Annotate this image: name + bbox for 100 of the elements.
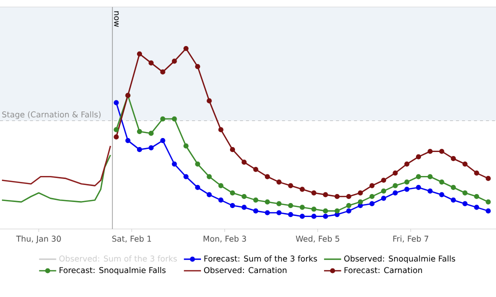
- point: [206, 174, 212, 180]
- point: [264, 174, 270, 180]
- point: [474, 194, 480, 200]
- point: [230, 190, 236, 196]
- point: [183, 46, 189, 52]
- point: [242, 160, 247, 165]
- legend-label: Forecast: Sum of the 3 forks: [204, 255, 318, 262]
- point: [486, 176, 491, 181]
- point: [218, 198, 224, 203]
- legend-label: Forecast: Carnation: [344, 266, 422, 274]
- x-tick-label: Thu, Jan 30: [16, 236, 61, 244]
- point: [172, 161, 177, 167]
- point: [439, 192, 444, 198]
- point: [206, 192, 212, 198]
- point: [218, 183, 224, 188]
- point: [160, 116, 166, 122]
- point: [242, 204, 247, 210]
- point: [428, 174, 433, 180]
- point: [183, 174, 189, 180]
- point: [218, 127, 224, 132]
- point: [392, 170, 398, 176]
- point: [242, 194, 247, 200]
- point: [114, 100, 119, 106]
- point: [230, 202, 236, 208]
- point: [160, 69, 166, 75]
- point: [346, 194, 352, 200]
- point: [322, 208, 328, 214]
- point: [276, 210, 282, 216]
- point: [334, 194, 340, 200]
- point: [450, 184, 456, 190]
- point: [114, 127, 119, 132]
- point: [206, 98, 212, 104]
- point: [276, 201, 282, 206]
- point: [148, 130, 154, 136]
- point: [358, 190, 363, 196]
- point: [474, 204, 480, 210]
- point: [148, 145, 154, 150]
- x-tick-label: Sat, Feb 1: [112, 236, 152, 243]
- point: [300, 186, 305, 192]
- point: [172, 58, 177, 64]
- point: [392, 183, 398, 188]
- point: [136, 128, 142, 134]
- point: [172, 116, 177, 122]
- point: [322, 192, 328, 198]
- point: [404, 161, 410, 167]
- point: [369, 201, 375, 206]
- point: [288, 202, 294, 208]
- legend-label: Observed: Carnation: [204, 266, 286, 274]
- point: [322, 214, 328, 219]
- point: [264, 199, 270, 204]
- point: [439, 148, 444, 154]
- point: [462, 201, 468, 206]
- point: [381, 196, 386, 201]
- point: [125, 138, 130, 144]
- point: [195, 184, 200, 190]
- point: [450, 198, 456, 203]
- legend-label: Observed: Snoqualmie Falls: [344, 255, 456, 264]
- point: [230, 147, 236, 152]
- point: [253, 208, 258, 214]
- point: [486, 208, 491, 214]
- point: [416, 174, 422, 180]
- point: [369, 183, 375, 188]
- point: [183, 143, 189, 149]
- point: [300, 204, 305, 210]
- point: [311, 190, 316, 196]
- point: [288, 183, 294, 188]
- point: [288, 212, 294, 218]
- point: [428, 188, 433, 194]
- point: [486, 199, 491, 204]
- x-tick-label: Fri, Feb 7: [393, 236, 428, 243]
- point: [428, 148, 433, 154]
- point: [381, 188, 386, 194]
- point: [311, 214, 316, 219]
- point: [148, 60, 154, 66]
- point: [416, 154, 422, 160]
- x-tick-label: Mon, Feb 3: [204, 236, 246, 243]
- point: [311, 206, 316, 212]
- ref-line-label: now: [114, 11, 119, 27]
- point: [276, 180, 282, 185]
- point: [474, 170, 480, 176]
- x-tick-label: Wed, Feb 5: [296, 236, 340, 243]
- point: [253, 198, 258, 203]
- point: [334, 208, 340, 214]
- point: [114, 134, 119, 140]
- point: [253, 166, 258, 172]
- point: [358, 199, 363, 204]
- point: [439, 180, 444, 185]
- point: [195, 64, 200, 70]
- point: [346, 202, 352, 208]
- point: [195, 161, 200, 167]
- point: [450, 156, 456, 162]
- point: [346, 208, 352, 214]
- point: [300, 214, 305, 219]
- point: [392, 190, 398, 196]
- point: [404, 186, 410, 192]
- point: [416, 184, 422, 190]
- point: [404, 180, 410, 185]
- legend-label: Forecast: Snoqualmie Falls: [60, 266, 166, 275]
- point: [160, 138, 166, 144]
- point: [369, 194, 375, 200]
